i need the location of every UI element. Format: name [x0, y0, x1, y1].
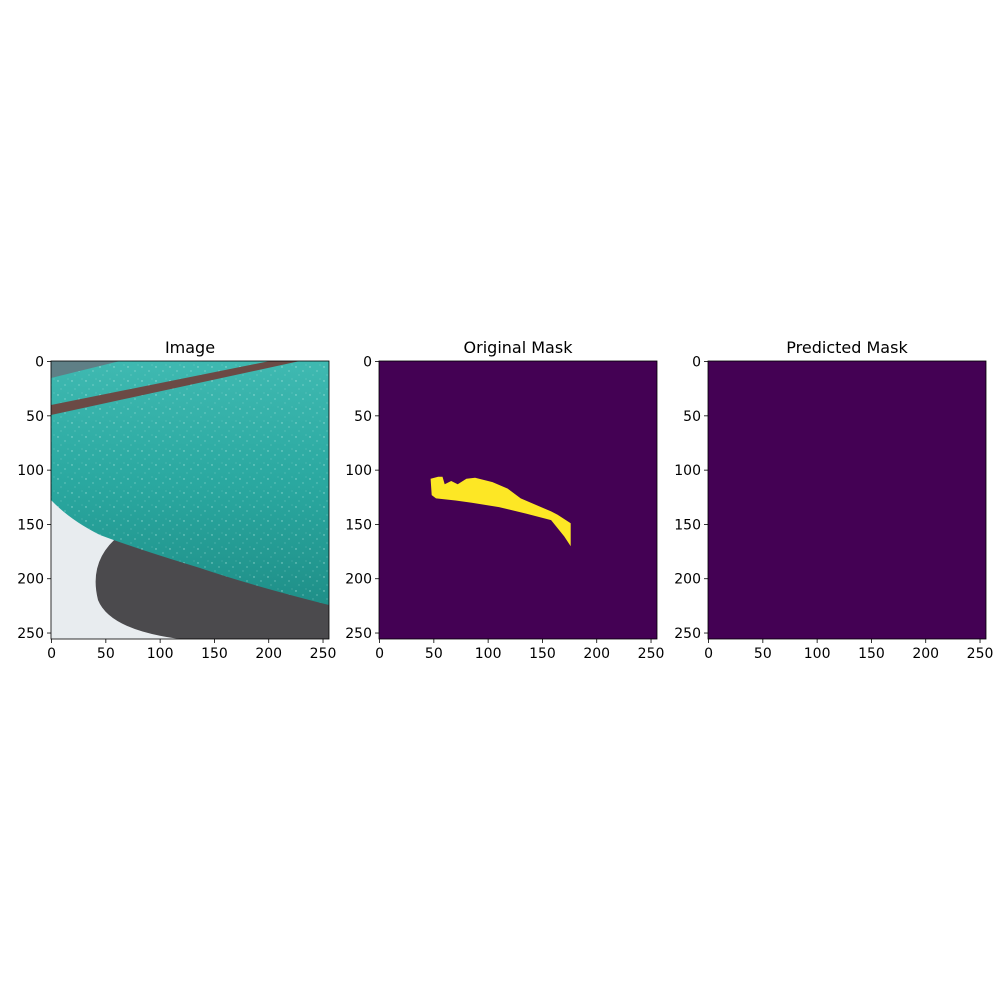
- panel-title-original-mask: Original Mask: [464, 338, 574, 357]
- y-tick-label: 0: [35, 355, 44, 371]
- x-tick-label: 50: [754, 646, 772, 662]
- panel-title-image: Image: [165, 338, 215, 357]
- x-tick-label: 100: [147, 646, 174, 662]
- y-tick-label: 200: [345, 572, 372, 588]
- photo-image: [51, 361, 329, 639]
- x-tick-label: 150: [529, 646, 556, 662]
- x-tick-label: 50: [425, 646, 443, 662]
- y-tick-label: 0: [363, 355, 372, 371]
- x-tick-label: 0: [704, 646, 713, 662]
- x-tick-label: 100: [804, 646, 831, 662]
- y-tick-label: 200: [674, 572, 701, 588]
- y-tick-label: 50: [354, 409, 372, 425]
- y-tick-label: 0: [692, 355, 701, 371]
- x-tick-label: 100: [475, 646, 502, 662]
- axes-frame-image: [50, 360, 330, 640]
- x-tick-label: 150: [858, 646, 885, 662]
- y-tick-label: 150: [17, 517, 44, 533]
- x-tick-label: 0: [375, 646, 384, 662]
- axes-frame-original-mask: [378, 360, 658, 640]
- y-tick-label: 100: [674, 463, 701, 479]
- panel-original-mask: Original Mask 0 50 100 150 200 25005010015020…: [345, 338, 664, 662]
- y-tick-label: 200: [17, 572, 44, 588]
- y-tick-label: 100: [345, 463, 372, 479]
- y-tick-label: 100: [17, 463, 44, 479]
- x-tick-label: 250: [638, 646, 665, 662]
- y-tick-label: 50: [26, 409, 44, 425]
- y-tick-label: 50: [683, 409, 701, 425]
- mask-region: [430, 476, 571, 547]
- x-tick-label: 150: [201, 646, 228, 662]
- y-tick-label: 250: [17, 626, 44, 642]
- y-tick-label: 250: [674, 626, 701, 642]
- x-tick-label: 50: [97, 646, 115, 662]
- x-tick-label: 200: [255, 646, 282, 662]
- x-tick-label: 200: [583, 646, 610, 662]
- mask-background: [708, 361, 986, 639]
- x-tick-label: 250: [310, 646, 337, 662]
- axes-frame-predicted-mask: [707, 360, 987, 640]
- panel-title-predicted-mask: Predicted Mask: [786, 338, 908, 357]
- y-tick-label: 250: [345, 626, 372, 642]
- x-tick-label: 0: [47, 646, 56, 662]
- y-tick-label: 150: [345, 517, 372, 533]
- x-tick-label: 200: [912, 646, 939, 662]
- panel-predicted-mask: Predicted Mask 0 50 100 150 200 2500501001502…: [674, 338, 993, 662]
- y-tick-label: 150: [674, 517, 701, 533]
- x-tick-label: 250: [967, 646, 994, 662]
